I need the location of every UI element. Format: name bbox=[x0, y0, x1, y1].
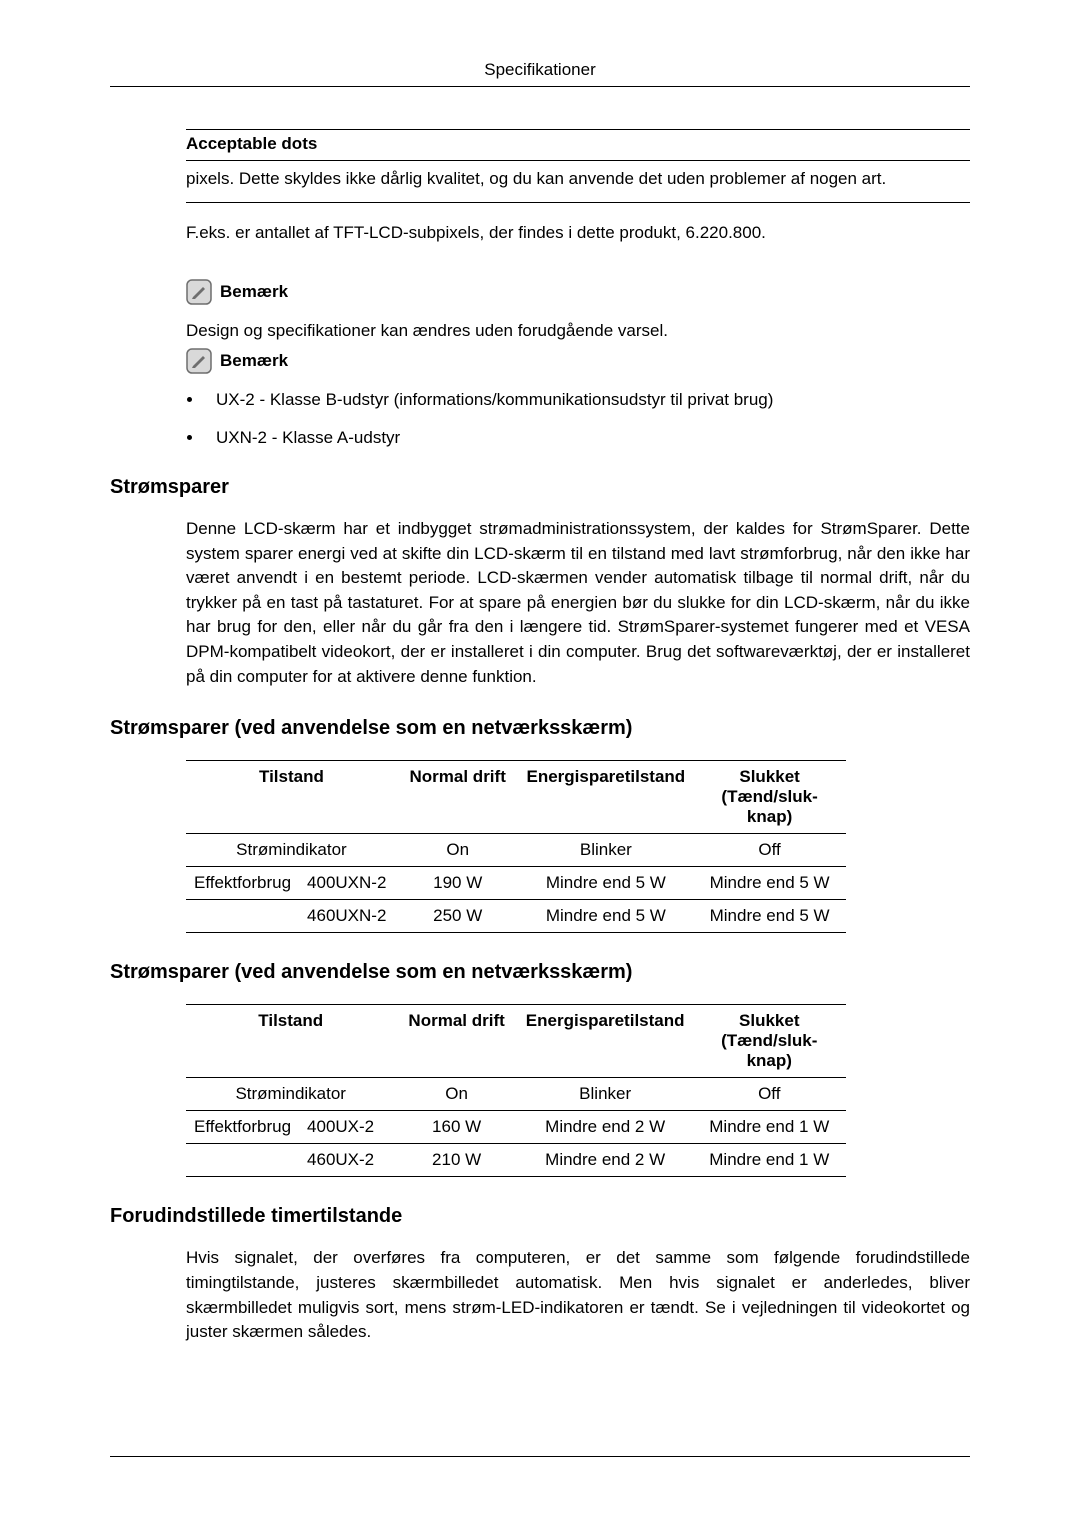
note-icon bbox=[186, 348, 212, 374]
note-1: Bemærk bbox=[186, 279, 970, 305]
bullet-list: UX-2 - Klasse B-udstyr (informations/kom… bbox=[204, 390, 970, 448]
page-header-title: Specifikationer bbox=[110, 60, 970, 87]
th: Normal drift bbox=[397, 761, 519, 834]
td: Effektforbrug bbox=[186, 1111, 299, 1144]
th: Tilstand bbox=[186, 1005, 395, 1078]
td bbox=[186, 1144, 299, 1177]
acceptable-heading: Acceptable dots bbox=[186, 134, 970, 161]
td: 210 W bbox=[395, 1144, 517, 1177]
td: 160 W bbox=[395, 1111, 517, 1144]
note-icon bbox=[186, 279, 212, 305]
td: On bbox=[395, 1078, 517, 1111]
content-area: Acceptable dots pixels. Dette skyldes ik… bbox=[186, 129, 970, 448]
td: Mindre end 5 W bbox=[693, 900, 846, 933]
td: Blinker bbox=[518, 1078, 693, 1111]
note-1-label: Bemærk bbox=[220, 282, 288, 302]
section-body-stromsparer: Denne LCD-skærm har et indbygget strømad… bbox=[186, 517, 970, 689]
th: Slukket (Tænd/sluk-knap) bbox=[693, 1005, 846, 1078]
section-heading-stromsparer: Strømsparer bbox=[110, 476, 970, 499]
td: Off bbox=[693, 834, 846, 867]
note-1-text: Design og specifikationer kan ændres ude… bbox=[186, 319, 970, 344]
td bbox=[186, 900, 299, 933]
table-1: Tilstand Normal drift Energisparetilstan… bbox=[186, 760, 846, 933]
td: 190 W bbox=[397, 867, 519, 900]
table-2: Tilstand Normal drift Energisparetilstan… bbox=[186, 1004, 846, 1177]
td: Off bbox=[693, 1078, 846, 1111]
td: Mindre end 2 W bbox=[518, 1144, 693, 1177]
list-item: UX-2 - Klasse B-udstyr (informations/kom… bbox=[204, 390, 970, 410]
note-2-label: Bemærk bbox=[220, 351, 288, 371]
table1-heading: Strømsparer (ved anvendelse som en netvæ… bbox=[110, 717, 970, 740]
td: Mindre end 1 W bbox=[693, 1111, 846, 1144]
td: Strømindikator bbox=[186, 1078, 395, 1111]
td: Mindre end 5 W bbox=[693, 867, 846, 900]
note-2: Bemærk bbox=[186, 348, 970, 374]
footer-rule bbox=[110, 1456, 970, 1457]
td: 460UXN-2 bbox=[299, 900, 397, 933]
td: Mindre end 2 W bbox=[518, 1111, 693, 1144]
list-item: UXN-2 - Klasse A-udstyr bbox=[204, 428, 970, 448]
td: 400UX-2 bbox=[299, 1111, 395, 1144]
section2-body: Hvis signalet, der overføres fra compute… bbox=[186, 1246, 970, 1345]
td: 400UXN-2 bbox=[299, 867, 397, 900]
td: 250 W bbox=[397, 900, 519, 933]
td: Blinker bbox=[518, 834, 693, 867]
td: Mindre end 5 W bbox=[518, 867, 693, 900]
th: Tilstand bbox=[186, 761, 397, 834]
td: Mindre end 5 W bbox=[518, 900, 693, 933]
acceptable-body: pixels. Dette skyldes ikke dårlig kvalit… bbox=[186, 167, 970, 192]
th: Energisparetilstand bbox=[518, 1005, 693, 1078]
acceptable-box: Acceptable dots pixels. Dette skyldes ik… bbox=[186, 129, 970, 203]
th: Slukket (Tænd/sluk-knap) bbox=[693, 761, 846, 834]
td: Effektforbrug bbox=[186, 867, 299, 900]
th: Normal drift bbox=[395, 1005, 517, 1078]
th: Energisparetilstand bbox=[518, 761, 693, 834]
td: Mindre end 1 W bbox=[693, 1144, 846, 1177]
table2-heading: Strømsparer (ved anvendelse som en netvæ… bbox=[110, 961, 970, 984]
page: Specifikationer Acceptable dots pixels. … bbox=[0, 0, 1080, 1405]
td: Strømindikator bbox=[186, 834, 397, 867]
section2-heading: Forudindstillede timertilstande bbox=[110, 1205, 970, 1228]
td: 460UX-2 bbox=[299, 1144, 395, 1177]
td: On bbox=[397, 834, 519, 867]
acceptable-example: F.eks. er antallet af TFT-LCD-subpixels,… bbox=[186, 221, 970, 246]
